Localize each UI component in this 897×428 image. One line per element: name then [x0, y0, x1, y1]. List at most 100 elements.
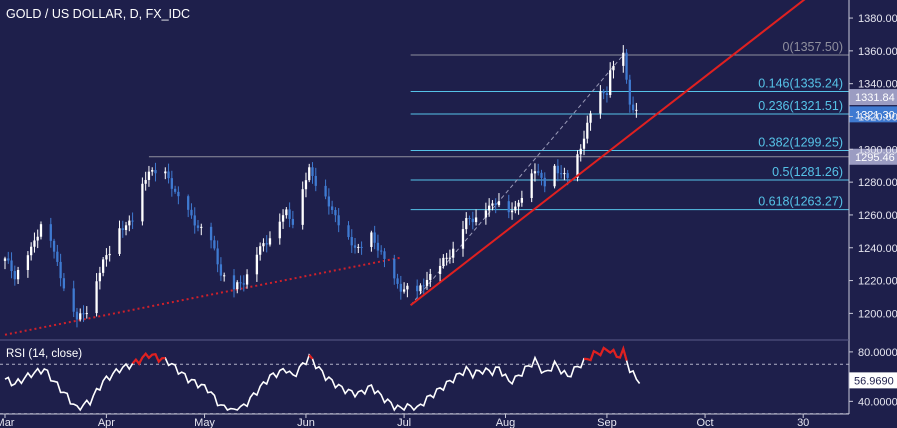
fib-level-label: 0.618(1263.27) [758, 195, 843, 209]
candle-body [474, 217, 478, 223]
candle [301, 181, 304, 230]
price-badge-bg [849, 89, 897, 106]
candle [507, 194, 510, 219]
chart-title: GOLD / US DOLLAR, D, FX_IDC [6, 7, 190, 21]
candle [530, 169, 533, 203]
candle [579, 144, 582, 162]
candle [324, 179, 327, 200]
candle-body [196, 225, 200, 228]
candle-body [75, 311, 79, 320]
time-tick-label: Oct [696, 417, 713, 428]
candle-body [510, 210, 514, 213]
candle-body [350, 237, 353, 246]
candle [209, 222, 213, 249]
rsi-line [4, 346, 641, 412]
price-tick-label: 1220.00 [858, 276, 897, 288]
candle-body [128, 220, 131, 226]
candle-body [373, 232, 376, 243]
candle-body [16, 270, 20, 280]
candle [520, 190, 524, 207]
candle [59, 253, 62, 287]
candle [599, 85, 602, 119]
candle-body [425, 279, 429, 286]
candle-body [406, 285, 409, 290]
candle-body [402, 289, 406, 292]
candle [360, 241, 363, 255]
candle [285, 207, 288, 219]
candle-body [278, 221, 281, 239]
candle [82, 305, 85, 322]
price-tick-label: 1360.00 [858, 46, 897, 58]
candle [95, 273, 98, 317]
candle [402, 282, 406, 294]
candle [141, 177, 144, 226]
candle-body [82, 313, 85, 315]
candle-body [612, 65, 615, 71]
candle-body [556, 165, 559, 174]
candle [419, 283, 422, 294]
candle-body [268, 238, 272, 245]
candle [219, 257, 223, 281]
rsi-title: RSI (14, close) [6, 348, 82, 360]
candle-body [173, 188, 177, 192]
candle [118, 220, 121, 256]
rsi-current-badge: 56.9690 [849, 372, 897, 389]
candle [533, 163, 537, 182]
candle-body [422, 285, 425, 287]
candle-body [376, 242, 380, 251]
candle-body [39, 224, 43, 237]
candle [563, 167, 566, 181]
candle [245, 269, 249, 289]
candle-body [520, 198, 524, 203]
candle [7, 251, 10, 264]
candle [625, 49, 628, 84]
candle [144, 171, 147, 191]
candle-body [121, 228, 124, 230]
candle-body [170, 178, 173, 189]
candle-body [393, 258, 396, 279]
candle-body [62, 278, 66, 289]
candle [62, 273, 66, 292]
candle-body [291, 218, 295, 225]
candle-body [200, 226, 203, 228]
candle [223, 272, 226, 282]
candle [265, 235, 268, 253]
price-badge: 1321.30 [849, 106, 897, 123]
fib-level-label: 0(1357.50) [783, 40, 843, 54]
candle [406, 283, 409, 298]
candle-body [124, 225, 128, 230]
time-tick-label: 30 [797, 417, 809, 428]
candle [232, 269, 236, 298]
uptrend-line [410, 0, 806, 306]
candle-body [167, 171, 170, 179]
candle-body [7, 258, 10, 261]
candle-body [245, 274, 249, 285]
candle [13, 265, 16, 286]
rsi-overbought-segment [131, 351, 166, 366]
candle [173, 185, 177, 194]
candle-body [10, 260, 13, 272]
candle-body [95, 281, 98, 314]
candle [543, 172, 546, 193]
candle-body [537, 171, 540, 173]
price-badge: 1331.84 [849, 89, 897, 106]
candle [213, 235, 216, 251]
candle-body [141, 183, 144, 222]
candle [98, 266, 102, 290]
candle [491, 200, 494, 211]
price-tick-label: 1380.00 [858, 13, 897, 25]
fib-level-label: 0.236(1321.51) [758, 99, 843, 113]
candle [605, 86, 609, 103]
candle-body [223, 275, 226, 277]
candle-body [438, 265, 442, 274]
candle [147, 165, 151, 187]
candle [353, 237, 357, 254]
time-tick-label: Mar [0, 417, 15, 428]
price-tick-label: 1280.00 [858, 177, 897, 189]
candle-body [324, 185, 327, 197]
candle-body [177, 191, 180, 197]
candle-body [605, 93, 609, 95]
candle-body [563, 173, 566, 175]
candle-body [308, 167, 311, 181]
candle [537, 163, 540, 176]
